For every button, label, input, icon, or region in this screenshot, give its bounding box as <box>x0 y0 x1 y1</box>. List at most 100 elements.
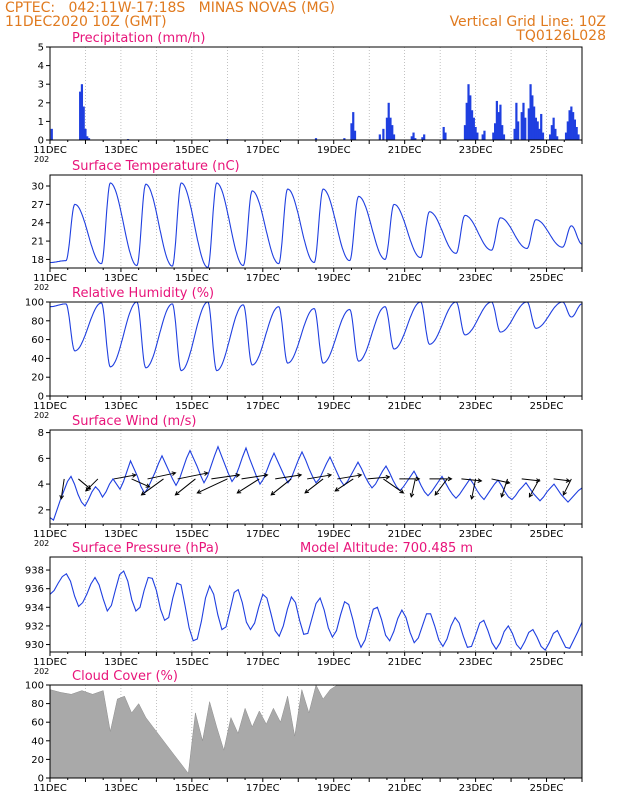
wind-arrow <box>78 478 91 490</box>
cloud-xtick-label: 15DEC <box>175 783 209 794</box>
cloud-xtick-label: 25DEC <box>530 783 564 794</box>
precip-bar <box>410 136 413 140</box>
temp-year-fragment: 202 <box>34 283 49 292</box>
header-run-time: 11DEC2020 10Z (GMT) <box>5 14 167 30</box>
rh-ytick-label: 100 <box>25 298 44 309</box>
precip-bar <box>421 137 424 140</box>
wind-arrow-head <box>235 473 241 478</box>
temp-ytick-label: 30 <box>31 182 44 193</box>
wind-arrow-head <box>140 491 146 496</box>
precip-bar <box>564 132 568 140</box>
rh-line <box>50 301 583 372</box>
wind-arrow <box>434 478 448 496</box>
rh-ytick-label: 80 <box>31 316 44 327</box>
temp-ytick-label: 27 <box>31 200 44 211</box>
precip-bar <box>314 138 318 140</box>
precip-bar <box>391 125 394 140</box>
pres-subtitle: Model Altitude: 700.485 m <box>300 541 473 556</box>
temp-line <box>50 182 583 268</box>
wind-arrow-head <box>528 492 534 498</box>
wind-arrow <box>529 478 540 498</box>
wind-arrow <box>177 472 208 480</box>
precip-bar <box>522 102 525 140</box>
precip-title: Precipitation (mm/h) <box>72 31 205 46</box>
precip-bar <box>492 132 495 140</box>
rh-xtick-label: 21DEC <box>388 401 422 412</box>
precip-bar <box>527 108 530 140</box>
pres-xtick-label: 11DEC <box>33 657 67 668</box>
pres-xtick-label: 19DEC <box>317 657 351 668</box>
precip-bar <box>513 128 516 140</box>
cloud-xtick-label: 11DEC <box>33 783 67 794</box>
wind-xtick-label: 11DEC <box>33 529 67 540</box>
wind-xtick-label: 17DEC <box>246 529 280 540</box>
precip-bar <box>469 95 472 140</box>
temp-xtick-label: 15DEC <box>175 273 209 284</box>
wind-arrow-head <box>131 473 137 478</box>
wind-arrow-head <box>196 489 202 494</box>
pres-xtick-label: 21DEC <box>388 657 422 668</box>
precip-ytick-label: 2 <box>38 98 44 109</box>
wind-arrow-head <box>415 476 421 482</box>
pres-ytick-label: 930 <box>25 640 44 651</box>
wind-arrow <box>175 478 196 496</box>
precip-bar <box>575 126 578 140</box>
wind-arrow-head <box>385 474 391 480</box>
precip-bar <box>533 106 536 140</box>
wind-arrow <box>471 478 477 500</box>
pres-title: Surface Pressure (hPa) <box>72 541 219 556</box>
pres-year-fragment: 202 <box>34 667 49 676</box>
wind-ytick-label: 2 <box>38 505 44 516</box>
cloud-title: Cloud Cover (%) <box>72 669 178 684</box>
cloud-xtick-label: 23DEC <box>459 783 493 794</box>
precip-bar <box>465 102 468 140</box>
wind-xtick-label: 21DEC <box>388 529 422 540</box>
precip-bar <box>483 130 486 140</box>
rh-ytick-label: 60 <box>31 335 44 346</box>
temp-xtick-label: 21DEC <box>388 273 422 284</box>
precip-bar <box>531 95 534 140</box>
wind-arrow-head <box>565 478 571 483</box>
wind-arrow-head <box>203 471 209 476</box>
wind-arrow <box>241 474 268 480</box>
wind-arrow <box>337 474 362 480</box>
rh-xtick-label: 13DEC <box>104 401 138 412</box>
precip-bar <box>520 112 523 140</box>
rh-ytick-label: 0 <box>38 392 44 403</box>
precip-bar <box>87 138 91 140</box>
pres-ytick-label: 934 <box>25 603 44 614</box>
wind-arrow <box>131 478 150 488</box>
wind-arrow <box>147 472 176 480</box>
precip-bar <box>494 123 497 140</box>
precip-xtick-label: 17DEC <box>246 145 280 156</box>
precip-bar <box>385 117 389 140</box>
precip-bar <box>423 134 426 140</box>
pres-ytick-label: 932 <box>25 621 44 632</box>
rh-xtick-label: 11DEC <box>33 401 67 412</box>
cloud-ytick-label: 20 <box>31 755 44 766</box>
wind-arrow-head <box>505 479 511 485</box>
cloud-xtick-label: 17DEC <box>246 783 280 794</box>
wind-arrow-head <box>263 473 269 478</box>
cloud-cover-area <box>49 684 583 779</box>
precip-bar <box>472 117 475 140</box>
wind-arrow <box>304 478 324 494</box>
precip-bar <box>495 100 498 140</box>
precip-bar <box>353 130 357 140</box>
wind-arrow <box>383 478 404 494</box>
header-station: CPTEC: 042:11W-17:18S MINAS NOVAS (MG) <box>5 0 335 16</box>
wind-arrow-head <box>327 473 333 478</box>
precip-ytick-label: 1 <box>38 117 44 128</box>
wind-arrow <box>307 474 332 480</box>
precip-bar <box>343 138 346 140</box>
wind-xtick-label: 15DEC <box>175 529 209 540</box>
precip-bar <box>352 112 355 140</box>
precip-bar <box>444 132 447 140</box>
precip-bar <box>501 125 504 140</box>
precip-bar <box>392 134 396 140</box>
wind-arrow-head <box>434 490 440 496</box>
wind-arrow-head <box>500 492 505 498</box>
wind-arrow-head <box>304 489 310 494</box>
cloud-ytick-label: 0 <box>38 774 44 785</box>
